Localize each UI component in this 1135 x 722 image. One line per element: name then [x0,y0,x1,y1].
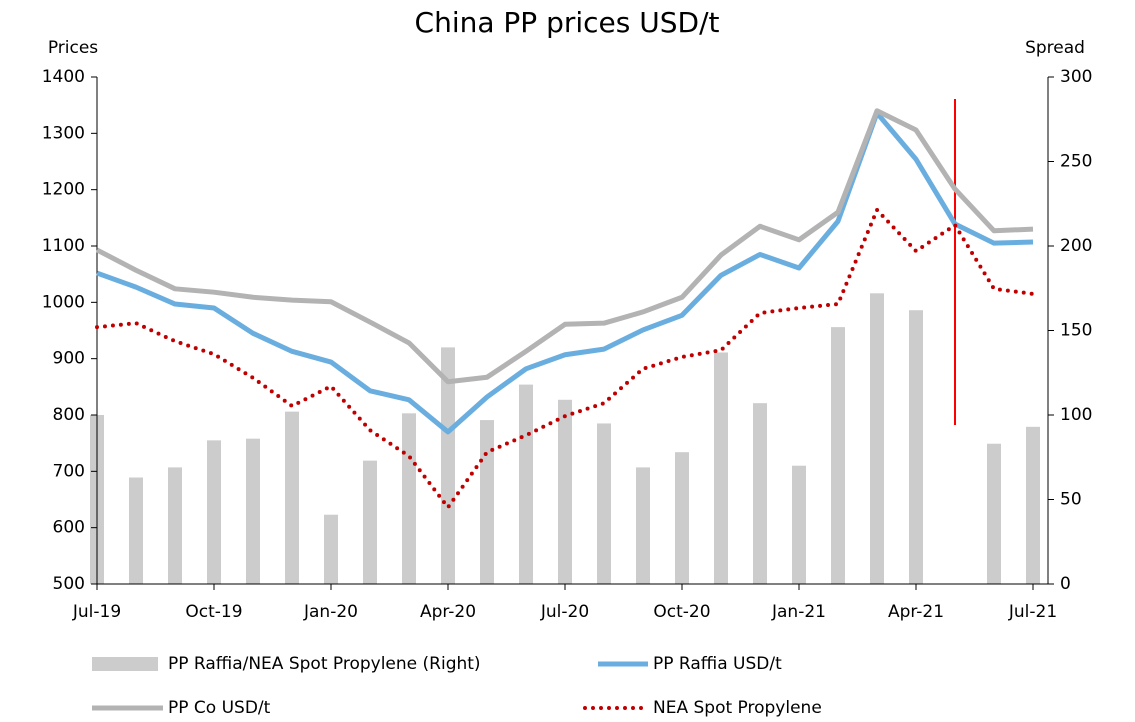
bar [519,384,533,584]
bar [714,352,728,584]
y2-tick-label: 0 [1060,574,1071,594]
line-series [96,110,1034,435]
x-tick-label: Jul-19 [72,602,121,622]
bar [831,327,845,584]
legend-swatch [92,657,158,671]
x-tick-label: Jan-21 [771,602,826,622]
x-tick-label: Apr-21 [888,602,944,622]
y-tick-label: 1000 [42,292,85,312]
x-tick-label: Jan-20 [303,602,358,622]
chart-title: China PP prices USD/t [415,6,720,39]
y-tick-label: 1400 [42,67,85,87]
bar [324,514,338,584]
y2-tick-label: 250 [1060,152,1092,172]
legend-label: NEA Spot Propylene [653,698,822,718]
y2-axis-title: Spread [1025,38,1085,58]
x-tick-label: Jul-20 [540,602,589,622]
y-tick-label: 1100 [42,236,85,256]
bar [870,293,884,584]
bar [1026,426,1040,584]
bar [168,467,182,584]
y2-tick-label: 150 [1060,321,1092,341]
bar [753,403,767,584]
y-tick-label: 500 [53,574,85,594]
bar [636,467,650,584]
y-tick-label: 1300 [42,123,85,143]
y2-tick-label: 200 [1060,236,1092,256]
y-tick-label: 600 [53,518,85,538]
bar [792,465,806,584]
bar [363,460,377,584]
bar [597,423,611,584]
bar [558,399,572,584]
bar [987,443,1001,584]
bar [285,411,299,584]
y-tick-label: 1200 [42,180,85,200]
x-tick-label: Apr-20 [420,602,476,622]
y-axis-title: Prices [48,38,98,58]
y2-tick-label: 50 [1060,490,1082,510]
bar [129,477,143,584]
x-tick-label: Oct-19 [185,602,242,622]
legend-label: PP Co USD/t [168,698,271,718]
x-tick-label: Oct-20 [653,602,710,622]
y2-tick-label: 100 [1060,405,1092,425]
line-series [95,108,1034,385]
bar [441,347,455,584]
legend-label: PP Raffia USD/t [653,654,782,674]
bar [246,438,260,584]
y-tick-label: 900 [53,349,85,369]
y2-tick-label: 300 [1060,67,1092,87]
legend-label: PP Raffia/NEA Spot Propylene (Right) [168,654,481,674]
bar [675,452,689,584]
bar [402,413,416,584]
y-tick-label: 800 [53,405,85,425]
x-tick-label: Jul-21 [1008,602,1057,622]
bar [207,440,221,584]
bar [480,420,494,584]
y-tick-label: 700 [53,461,85,481]
line-series [95,207,1035,510]
bar [909,310,923,584]
